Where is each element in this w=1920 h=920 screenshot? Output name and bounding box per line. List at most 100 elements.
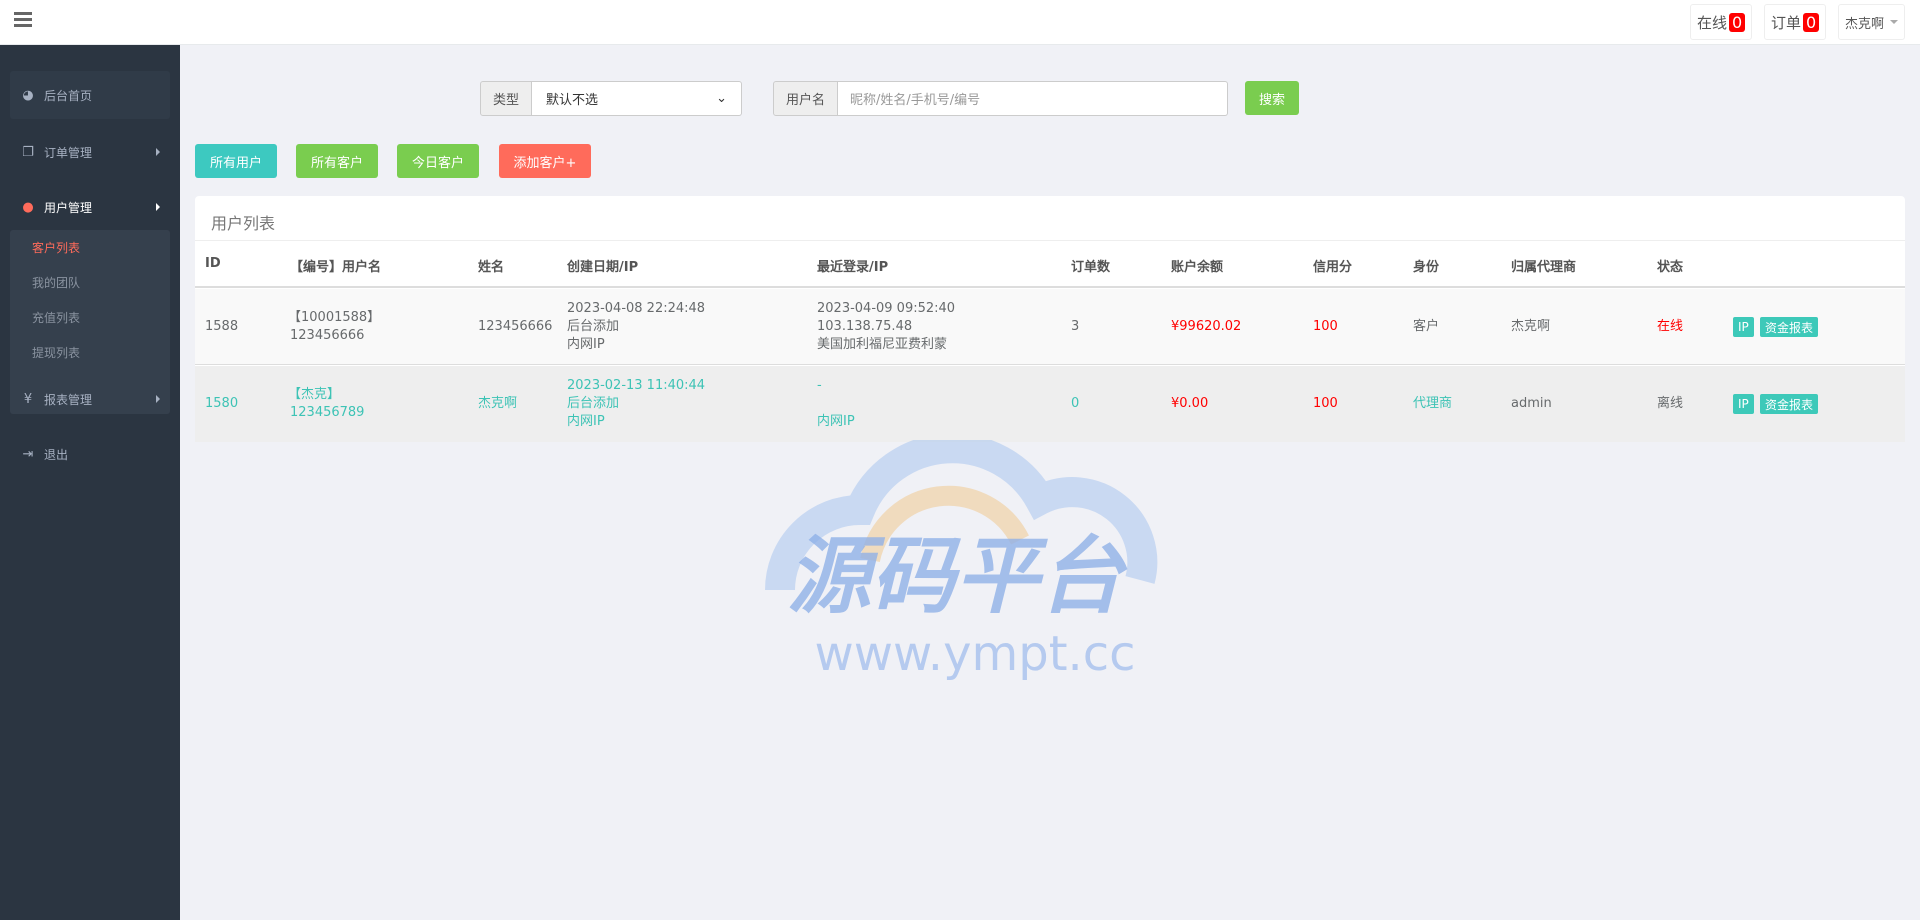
- cell-created: 2023-04-08 22:24:48: [567, 301, 706, 316]
- cell-username: 123456666: [290, 328, 365, 343]
- cell-credit: 100: [1313, 319, 1338, 334]
- dashboard-icon: ◕: [22, 87, 34, 103]
- username-input[interactable]: 昵称/姓名/手机号/编号: [838, 81, 1229, 116]
- chevron-right-icon: [156, 203, 160, 211]
- sidebar-sub-my-team[interactable]: 我的团队: [32, 276, 81, 290]
- cell-created-src: 后台添加: [567, 396, 620, 411]
- col-orders: 订单数: [1071, 260, 1111, 275]
- user-menu[interactable]: 杰克啊: [1838, 4, 1906, 40]
- chevron-down-icon: ⌄: [716, 91, 728, 106]
- cell-created-ip: 内网IP: [567, 337, 605, 352]
- type-label: 类型: [480, 81, 533, 116]
- copy-icon: ❐: [22, 144, 34, 160]
- col-username: 【编号】用户名: [290, 260, 382, 275]
- sidebar-item-orders[interactable]: ❐ 订单管理: [10, 127, 170, 177]
- label: 退出: [44, 447, 69, 462]
- label: 订单管理: [44, 145, 93, 160]
- cell-code: 【杰克】: [288, 387, 341, 402]
- cell-id: 1580: [205, 396, 239, 411]
- cell-code: 【10001588】: [288, 310, 381, 325]
- orders-label: 订单: [1771, 13, 1802, 32]
- cell-login-loc: 内网IP: [817, 414, 855, 429]
- sidebar-item-reports[interactable]: ¥ 报表管理: [10, 374, 170, 424]
- cell-login: 2023-04-09 09:52:40: [817, 301, 956, 316]
- cell-status: 在线: [1657, 319, 1684, 334]
- panel-title: 用户列表: [211, 214, 276, 233]
- col-name: 姓名: [478, 260, 505, 275]
- label: 用户管理: [44, 200, 93, 215]
- user-icon: ●: [22, 199, 34, 215]
- sidebar-item-users[interactable]: ● 用户管理: [10, 182, 170, 232]
- menu-toggle-icon[interactable]: [14, 12, 32, 28]
- sign-out-icon: ⇥: [22, 446, 34, 462]
- cell-created-ip: 内网IP: [567, 414, 605, 429]
- cell-login: -: [817, 378, 822, 393]
- yen-icon: ¥: [23, 391, 33, 407]
- caret-down-icon: [1890, 20, 1899, 24]
- cell-agent: admin: [1511, 396, 1552, 411]
- col-balance: 账户余额: [1171, 260, 1224, 275]
- type-filter: 类型 默认不选 ⌄: [480, 81, 743, 116]
- col-created: 创建日期/IP: [567, 260, 639, 275]
- user-name: 杰克啊: [1845, 16, 1885, 32]
- username-label: 用户名: [773, 81, 839, 116]
- sidebar-sub-withdraw-list[interactable]: 提现列表: [32, 346, 81, 360]
- cell-created-src: 后台添加: [567, 319, 620, 334]
- cell-orders: 0: [1071, 396, 1080, 411]
- table-row: 1588 【10001588】 123456666 123456666 2023…: [195, 289, 1905, 365]
- online-label: 在线: [1697, 13, 1728, 32]
- cell-created: 2023-02-13 11:40:44: [567, 378, 706, 393]
- all-customers-button[interactable]: 所有客户: [296, 144, 378, 178]
- cell-name: 杰克啊: [478, 396, 518, 411]
- username-filter: 用户名 昵称/姓名/手机号/编号: [773, 81, 1229, 116]
- cell-balance: ¥99620.02: [1171, 319, 1242, 334]
- today-customers-button[interactable]: 今日客户: [397, 144, 479, 178]
- ip-button[interactable]: IP: [1733, 317, 1754, 337]
- table-row: 1580 【杰克】 123456789 杰克啊 2023-02-13 11:40…: [195, 366, 1905, 442]
- cell-orders: 3: [1071, 319, 1080, 334]
- cell-username: 123456789: [290, 405, 365, 420]
- type-value: 默认不选: [546, 93, 599, 108]
- sidebar: ◕ 后台首页 ❐ 订单管理 ● 用户管理 客户列表 我的团队 充值列表 提现列表 ¥ 报…: [0, 45, 180, 920]
- cell-balance: ¥0.00: [1171, 396, 1209, 411]
- cell-agent: 杰克啊: [1511, 319, 1551, 334]
- all-users-button[interactable]: 所有用户: [195, 144, 277, 178]
- col-status: 状态: [1657, 260, 1684, 275]
- table-header: ID 【编号】用户名 姓名 创建日期/IP 最近登录/IP 订单数 账户余额 信…: [195, 240, 1905, 288]
- fund-report-button[interactable]: 资金报表: [1760, 317, 1819, 337]
- col-id: ID: [205, 256, 221, 271]
- ip-button[interactable]: IP: [1733, 394, 1754, 414]
- cell-status: 离线: [1657, 396, 1684, 411]
- col-role: 身份: [1413, 260, 1440, 275]
- cell-login-loc: 美国加利福尼亚费利蒙: [817, 337, 948, 352]
- sidebar-item-dashboard[interactable]: ◕ 后台首页: [10, 71, 170, 119]
- sidebar-sub-recharge-list[interactable]: 充值列表: [32, 311, 81, 325]
- online-count-badge: 0: [1729, 12, 1746, 32]
- col-credit: 信用分: [1313, 260, 1353, 275]
- label: 后台首页: [44, 88, 93, 103]
- online-button[interactable]: 在线 0: [1690, 4, 1753, 40]
- col-last-login: 最近登录/IP: [817, 260, 889, 275]
- cell-login-ip: 103.138.75.48: [817, 319, 913, 334]
- fund-report-button[interactable]: 资金报表: [1760, 394, 1819, 414]
- chevron-right-icon: [156, 395, 160, 403]
- cell-role: 代理商: [1413, 396, 1453, 411]
- sidebar-sub-customer-list[interactable]: 客户列表: [32, 241, 81, 255]
- user-management-group: [10, 230, 170, 414]
- label: 报表管理: [44, 392, 93, 407]
- main-content: 类型 默认不选 ⌄ 用户名 昵称/姓名/手机号/编号 搜索 所有用户 所有客户 今…: [180, 45, 1920, 920]
- cell-credit: 100: [1313, 396, 1338, 411]
- orders-button[interactable]: 订单 0: [1764, 4, 1827, 40]
- top-bar: 在线 0 订单 0 杰克啊: [0, 0, 1920, 45]
- orders-count-badge: 0: [1803, 12, 1820, 32]
- cell-role: 客户: [1413, 319, 1440, 334]
- col-agent: 归属代理商: [1511, 260, 1577, 275]
- add-customer-button[interactable]: 添加客户+: [499, 144, 591, 178]
- cell-name: 123456666: [478, 319, 553, 334]
- user-list-panel: 用户列表 ID 【编号】用户名 姓名 创建日期/IP 最近登录/IP 订单数 账…: [195, 196, 1905, 442]
- cell-id: 1588: [205, 319, 239, 334]
- sidebar-item-logout[interactable]: ⇥ 退出: [10, 429, 170, 479]
- type-select[interactable]: 默认不选 ⌄: [532, 81, 743, 116]
- chevron-right-icon: [156, 148, 160, 156]
- search-button[interactable]: 搜索: [1245, 81, 1299, 115]
